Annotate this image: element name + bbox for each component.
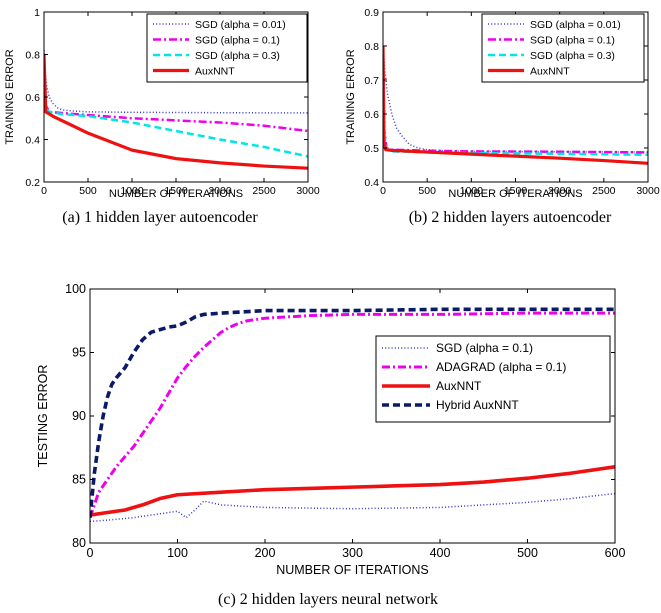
legend-box — [146, 13, 308, 83]
chart-panel-b: 0 500 1000 1500 2000 2500 3000 0.4 0.5 0.6 0.7 0.8 0… — [345, 7, 660, 226]
series-line-sgd-alpha-0-3 — [44, 54, 308, 158]
x-tick-label: 600 — [605, 546, 626, 560]
series-line-auxnnt — [383, 45, 648, 165]
series-line-auxnnt — [90, 465, 615, 517]
y-tick-label: 0.8 — [25, 50, 40, 62]
legend-label: SGD (alpha = 0.1) — [530, 35, 615, 47]
x-tick-label: 0 — [41, 185, 47, 197]
y-tick-label: 0.5 — [364, 143, 379, 155]
y-tick-label: 0.2 — [25, 177, 40, 189]
y-tick-label: 0.7 — [364, 75, 379, 87]
x-axis-label: NUMBER OF ITERATIONS — [109, 188, 243, 200]
series-line-auxnnt — [44, 54, 308, 170]
legend-label: SGD (alpha = 0.3) — [530, 50, 615, 62]
y-tick-label: 0.8 — [364, 41, 379, 53]
x-tick-label: 100 — [167, 546, 188, 560]
x-tick-label: 500 — [418, 185, 436, 197]
series-lines — [90, 307, 615, 523]
series-line-adagrad-alpha-0-1 — [90, 311, 615, 519]
y-axis-label: TRAINING ERROR — [345, 49, 357, 144]
y-tick-label: 95 — [72, 346, 86, 360]
x-tick-label: 300 — [342, 546, 363, 560]
y-tick-label: 0.6 — [25, 92, 40, 104]
legend-label: SGD (alpha = 0.3) — [195, 50, 280, 62]
series-lines — [44, 50, 308, 170]
figure-caption: (c) 2 hidden layers neural network — [218, 591, 438, 608]
y-tick-label: 0.4 — [25, 135, 40, 147]
chart-panel-c: 0 100 200 300 400 500 600 80 85 90 95 100 NUMBER OF … — [36, 282, 625, 608]
y-tick-label: 100 — [65, 282, 86, 296]
x-tick-label: 2500 — [592, 185, 616, 197]
x-tick-label: 2500 — [252, 185, 276, 197]
figure-caption: (a) 1 hidden layer autoencoder — [62, 209, 258, 226]
y-tick-label: 0.9 — [364, 7, 379, 19]
y-tick-label: 1 — [34, 7, 40, 19]
y-tick-label: 80 — [72, 536, 86, 550]
legend-label: ADAGRAD (alpha = 0.1) — [436, 360, 566, 374]
figure-caption: (b) 2 hidden layers autoencoder — [409, 209, 612, 226]
y-axis-label: TRAINING ERROR — [4, 49, 16, 144]
x-tick-label: 500 — [517, 546, 538, 560]
x-tick-label: 1500 — [504, 185, 528, 197]
legend-label: SGD (alpha = 0.1) — [195, 35, 280, 47]
legend-label: AuxNNT — [530, 66, 570, 78]
legend: SGD (alpha = 0.1) ADAGRAD (alpha = 0.1) Au… — [375, 335, 611, 423]
x-tick-label: 400 — [430, 546, 451, 560]
x-tick-label: 3000 — [636, 185, 660, 197]
series-line-hybrid-auxnnt — [90, 307, 615, 518]
legend-label: AuxNNT — [436, 379, 482, 393]
x-tick-label: 0 — [380, 185, 386, 197]
legend-label: SGD (alpha = 0.1) — [436, 341, 533, 355]
y-tick-label: 85 — [72, 473, 86, 487]
x-tick-label: 2000 — [208, 185, 232, 197]
x-tick-label: 200 — [255, 546, 276, 560]
x-tick-label: 1000 — [460, 185, 484, 197]
series-line-sgd-alpha-0-1 — [90, 492, 615, 523]
y-tick-label: 0.4 — [364, 177, 379, 189]
legend-label: Hybrid AuxNNT — [436, 398, 519, 412]
legend-box — [375, 335, 611, 423]
y-axis-label: TESTING ERROR — [36, 365, 50, 468]
series-lines — [383, 45, 648, 165]
x-tick-label: 0 — [87, 546, 94, 560]
x-tick-label: 1500 — [164, 185, 188, 197]
y-tick-label: 0.6 — [364, 109, 379, 121]
x-tick-label: 3000 — [296, 185, 320, 197]
legend: SGD (alpha = 0.01) SGD (alpha = 0.1) SGD (… — [481, 13, 645, 83]
x-tick-label: 2000 — [548, 185, 572, 197]
x-tick-label: 1000 — [120, 185, 144, 197]
x-axis-label: NUMBER OF ITERATIONS — [448, 188, 582, 200]
x-axis-label: NUMBER OF ITERATIONS — [276, 563, 429, 577]
chart-panel-a: 0 500 1000 1500 2000 2500 3000 0.2 0.4 0.6 0.8 1 NUM… — [4, 7, 320, 226]
legend: SGD (alpha = 0.01) SGD (alpha = 0.1) SGD (… — [146, 13, 308, 83]
y-tick-label: 90 — [72, 409, 86, 423]
legend-label: SGD (alpha = 0.01) — [195, 19, 286, 31]
legend-label: AuxNNT — [195, 66, 235, 78]
legend-label: SGD (alpha = 0.01) — [530, 19, 621, 31]
x-tick-label: 500 — [79, 185, 97, 197]
series-line-sgd-alpha-0-01 — [44, 50, 308, 114]
